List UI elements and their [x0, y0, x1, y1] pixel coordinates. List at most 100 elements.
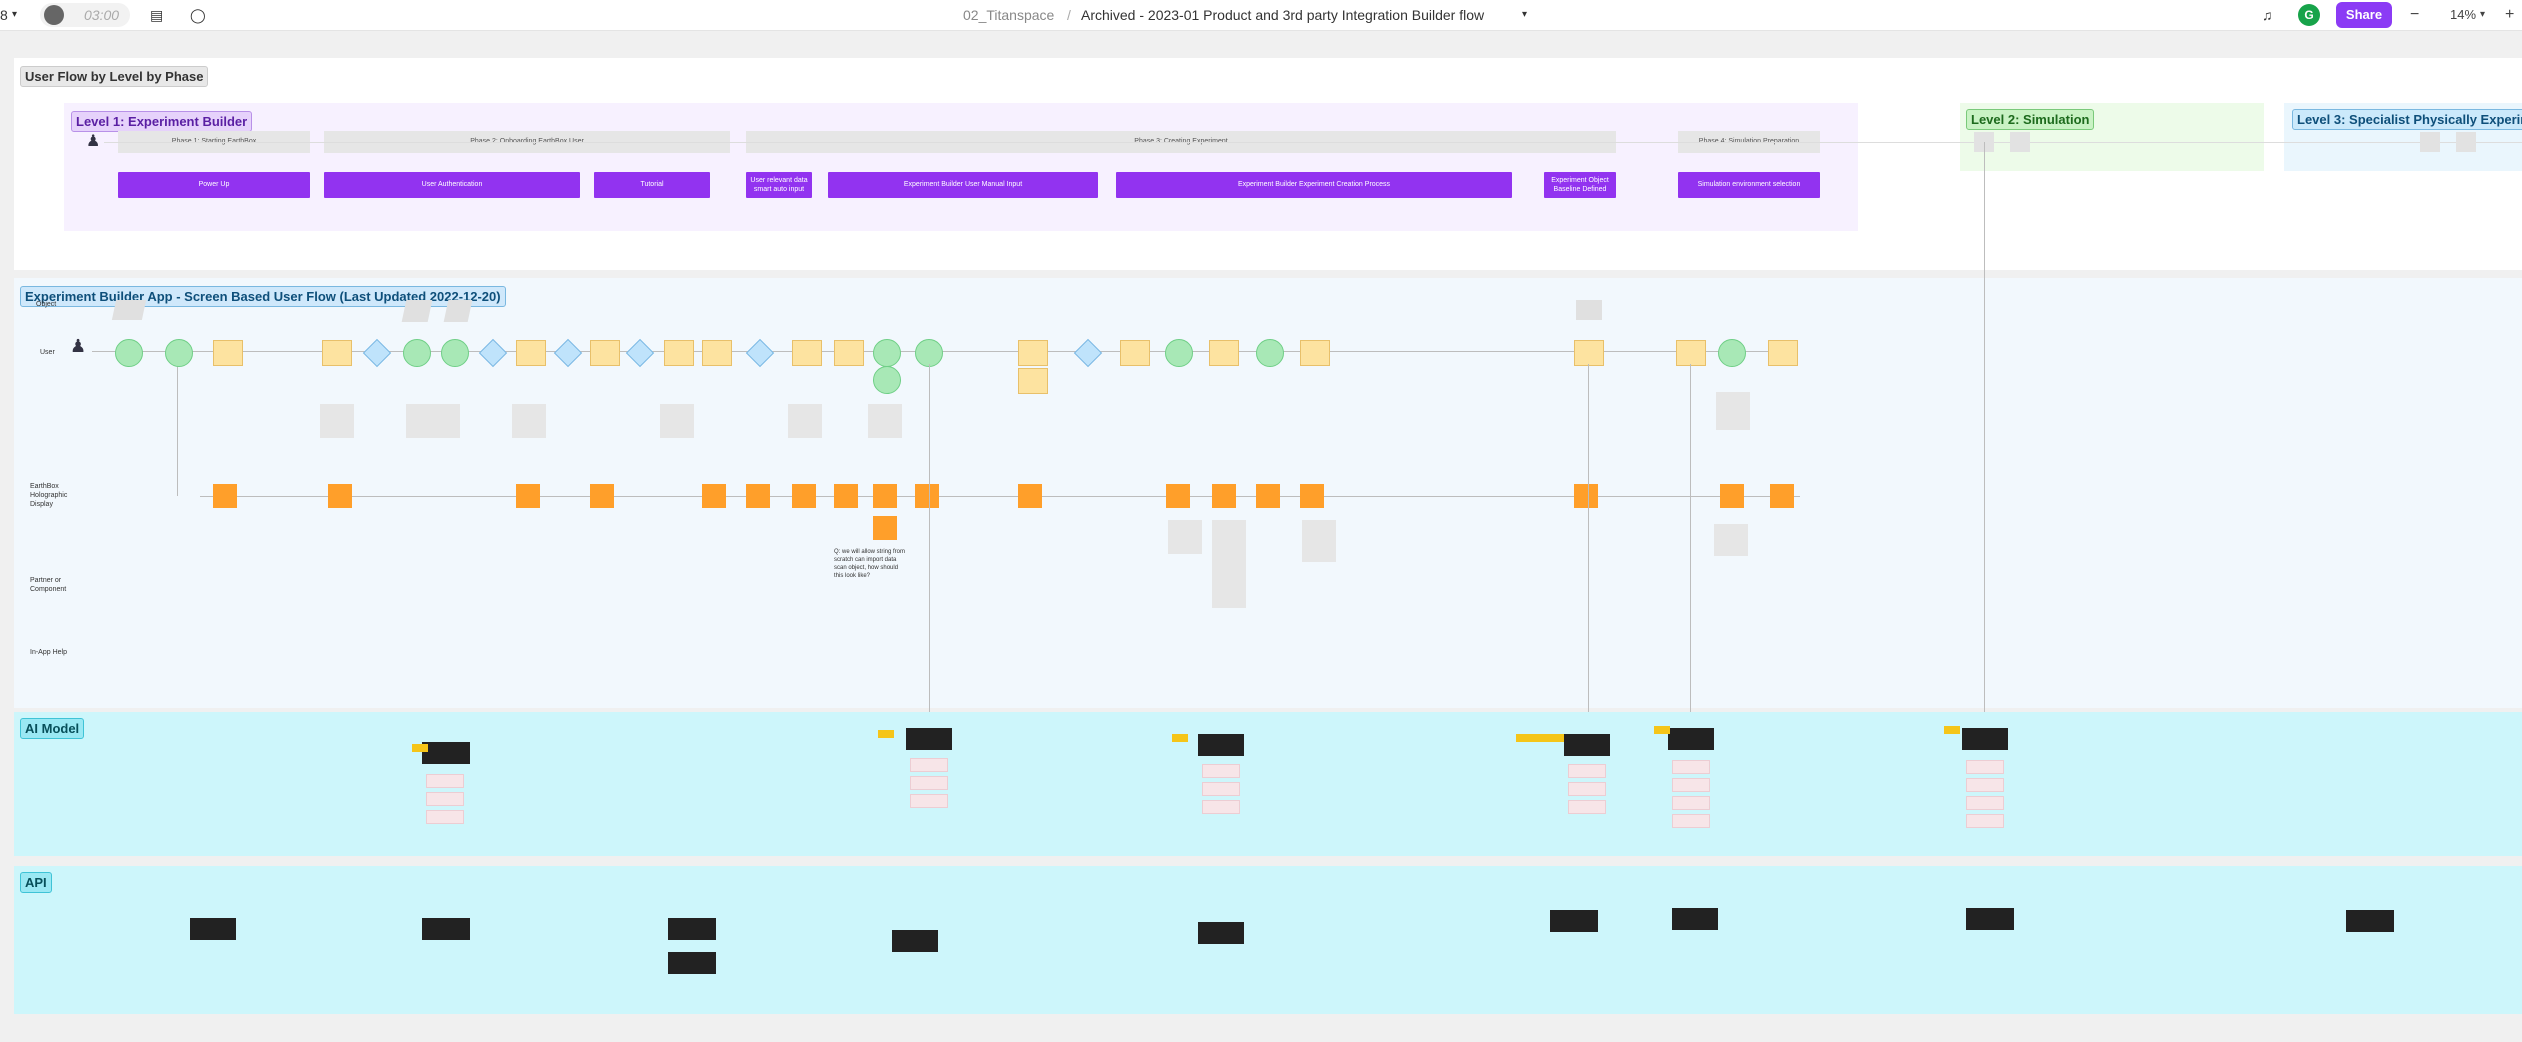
ai-model-block: [906, 728, 952, 750]
ai-section-title: AI Model: [20, 718, 85, 739]
object-shape: [401, 300, 433, 322]
object-shape: [1576, 300, 1602, 320]
flow-screen: [590, 340, 620, 366]
flow-screen: [516, 340, 546, 366]
annotation-note: [1714, 524, 1748, 556]
flow-circle: [403, 339, 431, 367]
step-baseline-defined: Experiment Object Baseline Defined: [1544, 172, 1616, 198]
display-screen: [1212, 484, 1236, 508]
display-flow-line: [200, 496, 1800, 497]
headphones-icon[interactable]: ♫: [2262, 7, 2273, 23]
api-section: [14, 866, 2522, 1014]
ai-item: [1966, 778, 2004, 792]
ai-item: [910, 776, 948, 790]
share-button[interactable]: Share: [2336, 2, 2392, 28]
annotation-note: [406, 404, 460, 438]
display-screen: [702, 484, 726, 508]
ai-tag: [1172, 734, 1188, 742]
ai-item: [426, 774, 464, 788]
ai-item: [1202, 782, 1240, 796]
object-shape: [111, 300, 147, 320]
annotation-note: [1168, 520, 1202, 554]
row-label-partner: Partner or Component: [30, 577, 67, 593]
flow-section-title: Experiment Builder App - Screen Based Us…: [20, 286, 506, 307]
ai-model-block: [422, 742, 470, 764]
ai-item: [1672, 796, 1710, 810]
step-manual-input: Experiment Builder User Manual Input: [828, 172, 1098, 198]
timer-logo-icon: [44, 5, 64, 25]
zoom-out-button[interactable]: −: [2410, 6, 2420, 23]
ai-item: [910, 758, 948, 772]
breadcrumb-separator: /: [1067, 7, 1071, 23]
display-screen: [213, 484, 237, 508]
display-screen: [834, 484, 858, 508]
ai-model-block: [1198, 734, 1244, 756]
connector-line: [929, 364, 930, 730]
ai-item: [1966, 814, 2004, 828]
annotation-note: [1212, 520, 1246, 608]
zoom-dropdown-icon[interactable]: ▾: [2480, 9, 2486, 20]
page-indicator[interactable]: 8: [0, 7, 8, 23]
avatar[interactable]: G: [2298, 4, 2320, 26]
question-note: Q: we will allow string from scratch can…: [834, 549, 906, 579]
level3-label: Level 3: Specialist Physically Experimen…: [2292, 109, 2522, 130]
ai-model-block: [1668, 728, 1714, 750]
ai-tag: [1654, 726, 1670, 734]
ai-model-block: [1962, 728, 2008, 750]
layout-icon[interactable]: ▤: [150, 7, 164, 23]
display-screen: [873, 516, 897, 540]
title-dropdown-icon[interactable]: ▾: [1522, 9, 1528, 20]
ai-model-block: [1564, 734, 1610, 756]
flow-circle: [1718, 339, 1746, 367]
ai-item: [1568, 764, 1606, 778]
level2-label: Level 2: Simulation: [1966, 109, 2095, 130]
flow-screen: [1018, 340, 1048, 366]
display-screen: [1720, 484, 1744, 508]
ai-item: [1672, 760, 1710, 774]
level3-node: [2456, 132, 2476, 152]
ai-item: [1202, 764, 1240, 778]
row-label-object: Object: [36, 301, 57, 308]
flow-screen: [1574, 340, 1604, 366]
annotation-note: [320, 404, 354, 438]
flow-circle: [1165, 339, 1193, 367]
ai-item: [1202, 800, 1240, 814]
ai-item: [1966, 796, 2004, 810]
chevron-down-icon[interactable]: ▾: [12, 9, 18, 20]
step-simulation-env: Simulation environment selection: [1678, 172, 1820, 198]
project-name[interactable]: 02_Titanspace: [963, 7, 1055, 23]
ai-item: [1672, 778, 1710, 792]
flow-circle: [441, 339, 469, 367]
zoom-level[interactable]: 14%: [2450, 7, 2477, 22]
annotation-note: [512, 404, 546, 438]
ai-tag: [1516, 734, 1564, 742]
api-block: [2346, 910, 2394, 932]
file-title[interactable]: Archived - 2023-01 Product and 3rd party…: [1081, 7, 1485, 23]
comment-icon[interactable]: ◯: [190, 7, 206, 23]
connector-line: [1984, 142, 1985, 732]
display-screen: [1166, 484, 1190, 508]
flow-circle: [873, 366, 901, 394]
level1-area: [64, 103, 1858, 231]
ai-tag: [878, 730, 894, 738]
row-label-user: User: [40, 349, 55, 356]
zoom-in-button[interactable]: +: [2505, 6, 2515, 23]
display-screen: [328, 484, 352, 508]
step-power-up: Power Up: [118, 172, 310, 198]
flow-circle: [873, 339, 901, 367]
level3-node: [2420, 132, 2440, 152]
ai-item: [426, 810, 464, 824]
api-block: [422, 918, 470, 940]
api-block: [190, 918, 236, 940]
annotation-note: [868, 404, 902, 438]
api-block: [668, 918, 716, 940]
top-toolbar: 8 ▾ 03:00 ▤ ◯ 02_Titanspace / Archived -…: [0, 0, 2522, 31]
flow-screen: [702, 340, 732, 366]
flow-circle: [1256, 339, 1284, 367]
flow-screen: [1676, 340, 1706, 366]
ai-item: [426, 792, 464, 806]
annotation-note: [1302, 520, 1336, 562]
row-label-display: EarthBox Holographic Display: [30, 483, 68, 508]
display-screen: [1018, 484, 1042, 508]
flow-screen: [834, 340, 864, 366]
